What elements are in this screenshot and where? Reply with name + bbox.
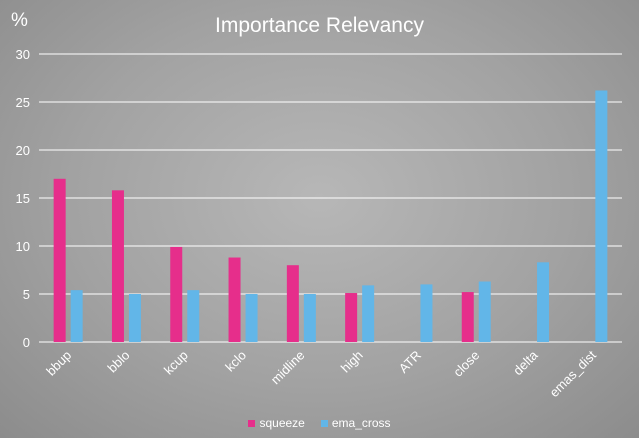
bar-ema-cross-high (362, 285, 375, 342)
y-tick-label: 15 (16, 191, 30, 206)
x-tick-label: delta (510, 347, 541, 378)
y-tick-label: 25 (16, 95, 30, 110)
legend-swatch-squeeze (248, 419, 256, 427)
legend-item-squeeze: squeeze (248, 416, 305, 430)
bar-squeeze-close (461, 292, 474, 342)
y-tick-label: 0 (23, 335, 30, 350)
chart-title: Importance Relevancy (215, 14, 424, 37)
x-tick-label: high (338, 348, 366, 376)
legend-label-ema-cross: ema_cross (331, 416, 391, 430)
bar-ema-cross-close (478, 281, 491, 342)
x-tick-label: bblo (105, 348, 133, 376)
y-tick-label: 30 (16, 47, 30, 62)
bar-ema-cross-bblo (128, 294, 141, 342)
bar-ema-cross-kcup (187, 290, 200, 342)
y-tick-label: 20 (16, 143, 30, 158)
bar-squeeze-midline (286, 265, 299, 342)
bar-ema-cross-bbup (70, 290, 83, 342)
bar-squeeze-bbup (53, 178, 66, 342)
bar-squeeze-kclo (228, 257, 241, 342)
x-tick-label: kcup (161, 348, 191, 378)
bar-ema-cross-midline (303, 294, 316, 342)
legend: squeeze ema_cross (0, 416, 639, 430)
legend-label-squeeze: squeeze (259, 416, 305, 430)
bar-squeeze-bblo (111, 190, 124, 342)
bar-ema-cross-emas-dist (595, 90, 608, 342)
legend-item-ema-cross: ema_cross (320, 416, 391, 430)
x-tick-label: emas_dist (546, 347, 599, 400)
y-tick-label: 5 (23, 287, 30, 302)
x-tick-label: ATR (396, 348, 424, 376)
x-tick-label: midline (268, 348, 308, 388)
bar-ema-cross-atr (420, 284, 433, 342)
x-tick-label: bbup (43, 348, 74, 379)
bar-ema-cross-kclo (245, 294, 258, 342)
bar-squeeze-high (345, 293, 358, 342)
x-tick-label: close (450, 348, 482, 380)
y-axis-unit: % (11, 10, 28, 31)
y-tick-label: 10 (16, 239, 30, 254)
bar-squeeze-kcup (170, 246, 183, 342)
bar-ema-cross-delta (537, 262, 550, 342)
x-tick-label: kclo (222, 348, 249, 375)
legend-swatch-ema-cross (320, 419, 328, 427)
